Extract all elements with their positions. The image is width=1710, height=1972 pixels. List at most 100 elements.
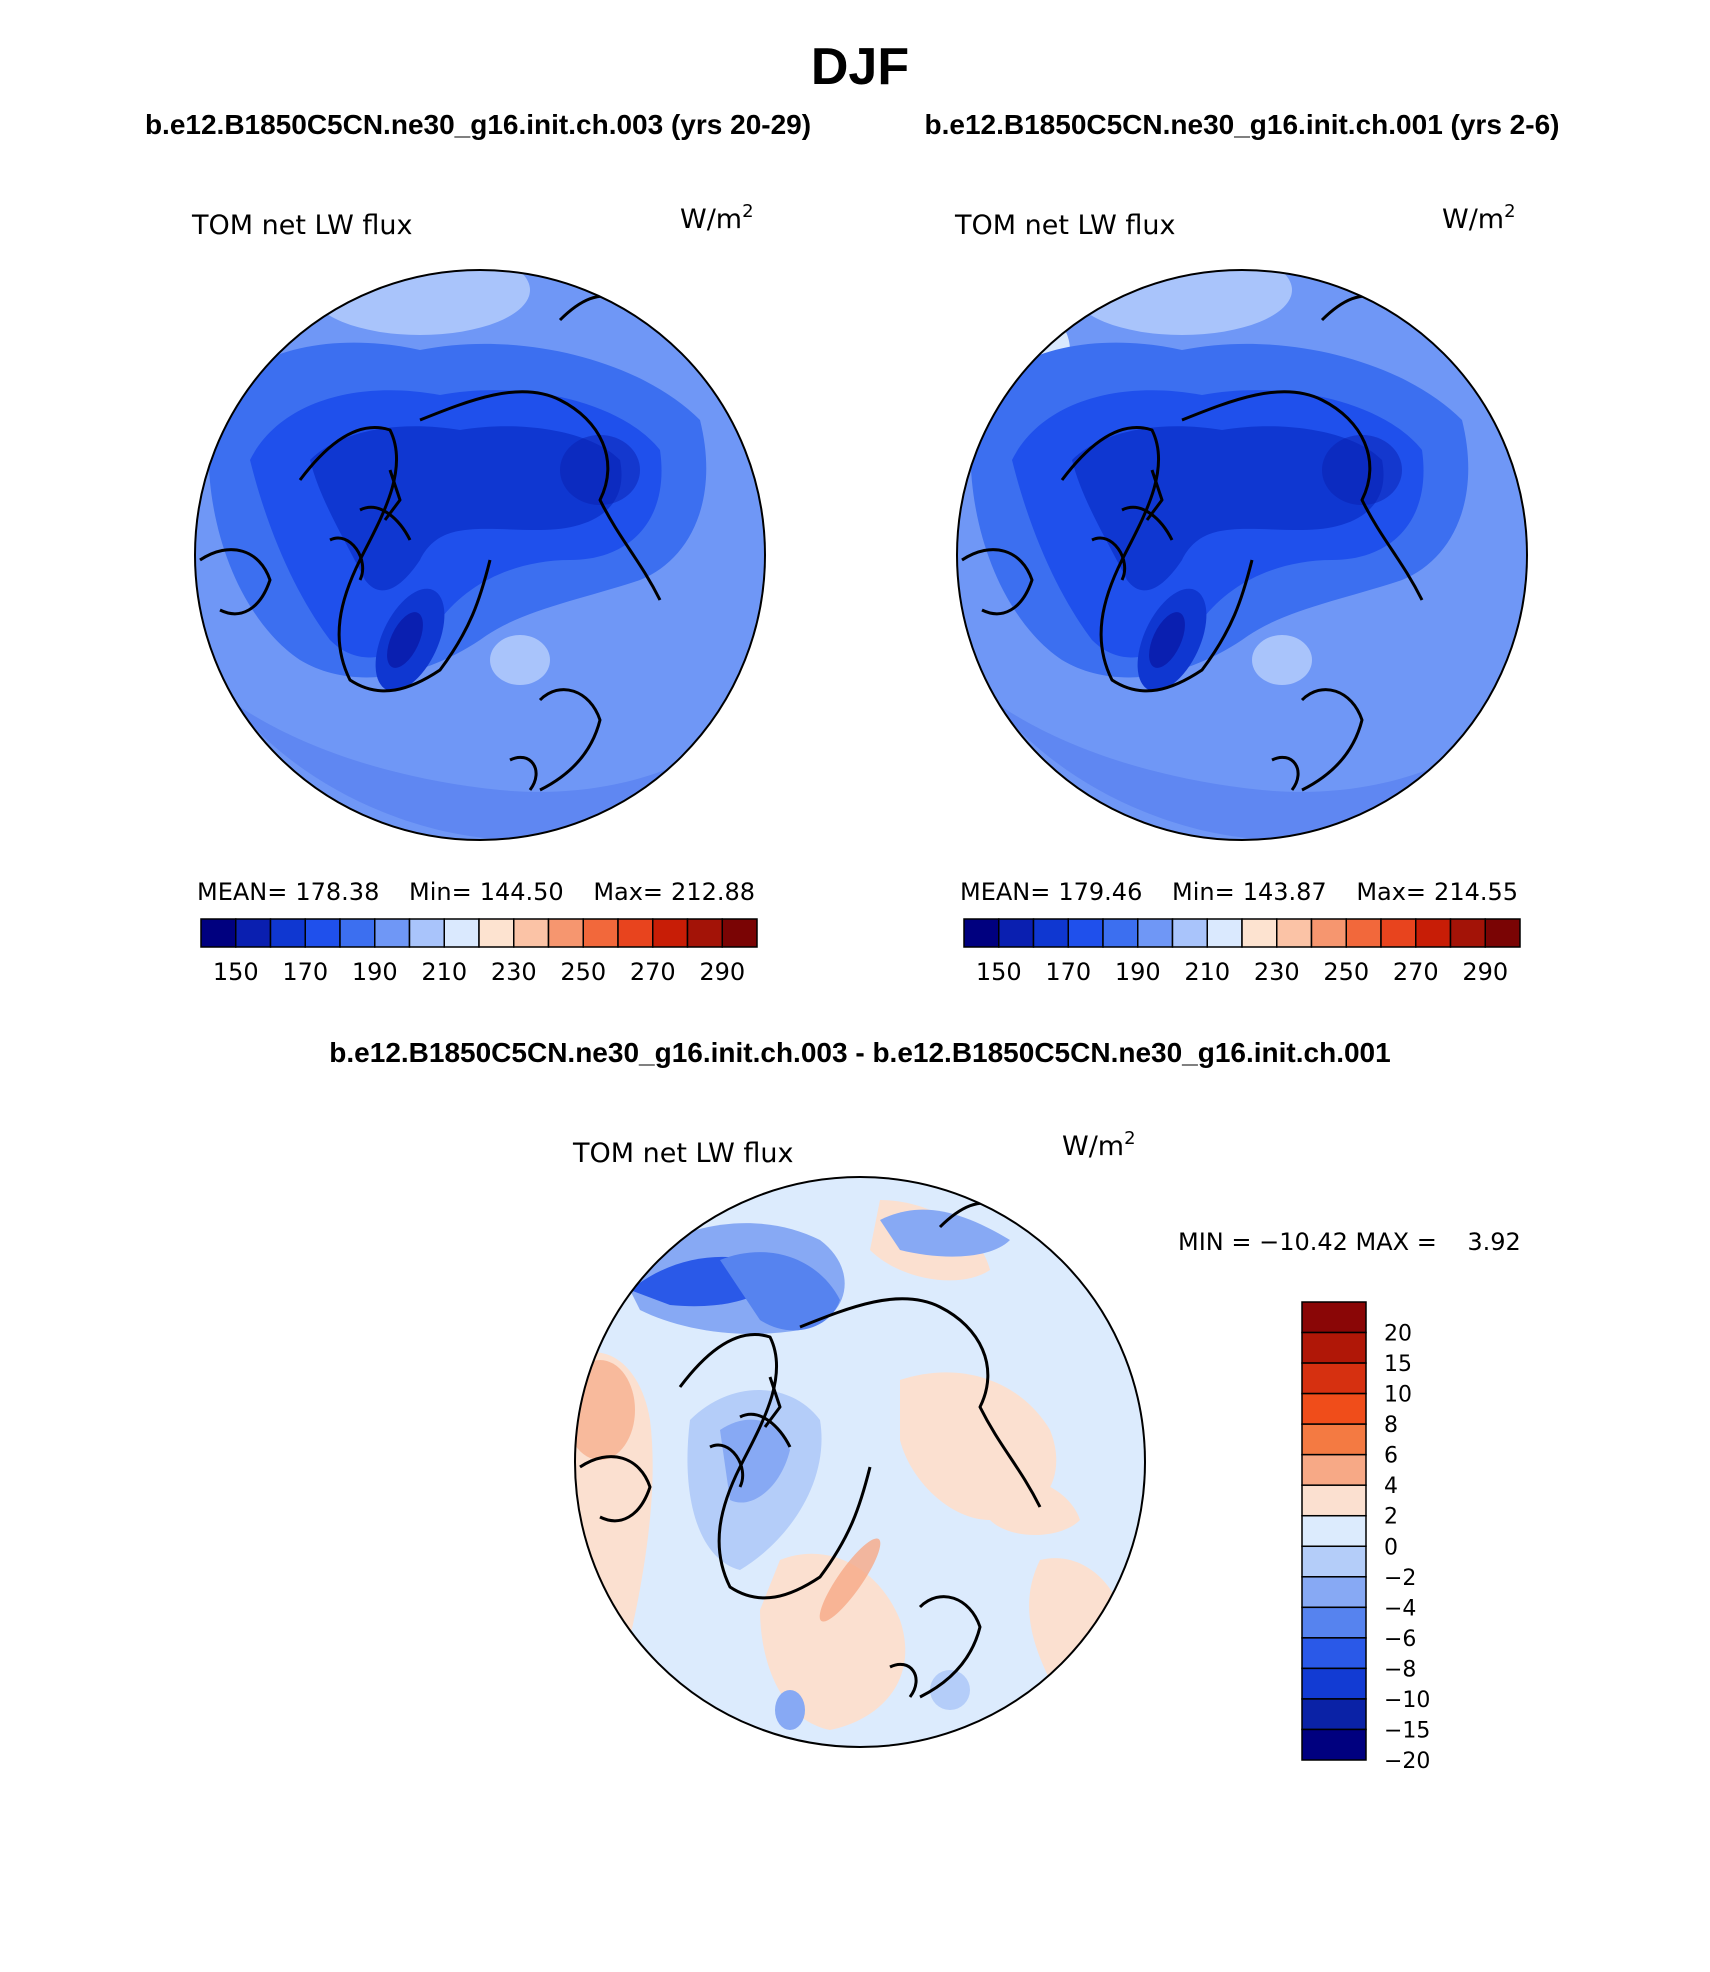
panel-left-map [195,270,765,840]
panel-right-units: W/m2 [1442,201,1516,235]
panel-left-map-border [194,269,766,841]
panel-right-map [957,270,1527,840]
panel-left-colorbar-swatch [617,918,654,948]
panel-left-colorbar-swatch [652,918,689,948]
panel-right-colorbar-swatch [1102,918,1139,948]
panel-diff-colorbar-swatch [1301,1667,1367,1700]
panel-left-colorbar-swatch [200,918,237,948]
panel-diff-colorbar-tick-label: 4 [1384,1474,1398,1499]
panel-right-stats: MEAN= 179.46 Min= 143.87 Max= 214.55 [960,878,1518,906]
panel-left-colorbar-swatch [374,918,411,948]
panel-diff-colorbar-swatch [1301,1484,1367,1517]
panel-right-colorbar-swatch [1449,918,1486,948]
panel-diff-colorbar-swatch [1301,1453,1367,1486]
panel-left-colorbar-swatch [269,918,306,948]
figure-title: DJF [811,38,909,96]
panel-diff-colorbar-swatch [1301,1698,1367,1731]
panel-diff-colorbar-tick-label: −6 [1384,1627,1416,1652]
panel-diff-colorbar-tick-label: −15 [1384,1718,1430,1743]
panel-right-colorbar-tick-label: 230 [1254,958,1300,986]
panel-diff-colorbar-swatch [1301,1728,1367,1761]
panel-left-stats: MEAN= 178.38 Min= 144.50 Max= 212.88 [197,878,755,906]
panel-right-colorbar-swatch [1380,918,1417,948]
panel-diff-colorbar-swatch [1301,1331,1367,1364]
panel-right-colorbar-tick-label: 250 [1323,958,1369,986]
panel-right-colorbar-swatch [1484,918,1521,948]
panel-left-colorbar-tick-label: 210 [421,958,467,986]
panel-right-colorbar-tick-label: 270 [1393,958,1439,986]
panel-diff-colorbar-tick-label: −4 [1384,1596,1416,1621]
panel-left-colorbar-swatch [478,918,515,948]
panel-diff: TOM net LW flux W/m2 MIN = −10.42 MAX = … [572,1128,1521,1774]
panel-left-colorbar-swatch [304,918,341,948]
panel-right-colorbar-swatch [1415,918,1452,948]
panel-diff-colorbar-tick-label: 15 [1384,1352,1412,1377]
panel-right-colorbar-swatch [1171,918,1208,948]
panel-diff-colorbar-swatch [1301,1637,1367,1670]
panel-left-colorbar-swatch [721,918,758,948]
panel-left-colorbar-swatch [513,918,550,948]
panel-right-colorbar-swatch [1310,918,1347,948]
panel-diff-colorbar-swatch [1301,1514,1367,1548]
panel-right-colorbar-swatch [963,918,1000,948]
panel-right: TOM net LW flux W/m2 MEAN= 179.46 [954,201,1528,986]
panel-diff-colorbar-tick-label: 6 [1384,1444,1398,1469]
panel-right-colorbar-tick-label: 190 [1115,958,1161,986]
panel-right-colorbar-swatch [1206,918,1243,948]
panel-diff-map [575,1177,1145,1747]
panel-left-colorbar-swatch [547,918,584,948]
panel-diff-colorbar-tick-label: −8 [1384,1657,1416,1682]
panel-left-coastlines [199,294,662,792]
panel-right-colorbar-swatch [1276,918,1313,948]
panel-left-colorbar-tick-label: 250 [560,958,606,986]
panel-right-colorbar: 150 170 190 210 230 250 270 290 [963,918,1521,986]
panel-right-colorbar-swatch [1241,918,1278,948]
panel-diff-colorbar-swatch [1301,1301,1367,1334]
right-case-title: b.e12.B1850C5CN.ne30_g16.init.ch.001 (yr… [925,109,1560,140]
panel-left-colorbar-tick-label: 230 [491,958,537,986]
panel-diff-colorbar-tick-label: −10 [1384,1688,1430,1713]
panel-right-colorbar-tick-label: 210 [1184,958,1230,986]
panel-diff-colorbar-tick-label: 20 [1384,1322,1412,1347]
panel-diff-colorbar-tick-label: −2 [1384,1566,1416,1591]
panel-left-colorbar-swatch [339,918,376,948]
panel-left-colorbar-tick-label: 170 [282,958,328,986]
panel-diff-colorbar-tick-label: −20 [1384,1749,1430,1774]
panel-diff-colorbar-swatch [1301,1423,1367,1456]
panel-diff-map-border [574,1176,1146,1748]
panel-right-colorbar-swatch [1345,918,1382,948]
panel-left-colorbar-swatch [686,918,723,948]
panel-diff-colorbar-tick-label: 8 [1384,1413,1398,1438]
panel-left-colorbar-swatch [443,918,480,948]
panel-diff-minmax: MIN = −10.42 MAX = 3.92 [1178,1228,1521,1256]
panel-right-colorbar-swatch [1137,918,1174,948]
panel-diff-colorbar-tick-label: 2 [1384,1505,1398,1530]
panel-right-colorbar-tick-label: 170 [1045,958,1091,986]
panel-left-colorbar-tick-label: 150 [213,958,259,986]
panel-diff-colorbar-tick-label: 0 [1384,1535,1398,1560]
panel-left-variable: TOM net LW flux [191,210,412,241]
left-case-title: b.e12.B1850C5CN.ne30_g16.init.ch.003 (yr… [145,109,811,140]
panel-diff-units: W/m2 [1062,1128,1136,1162]
difference-title: b.e12.B1850C5CN.ne30_g16.init.ch.003 - b… [329,1037,1390,1068]
panel-diff-colorbar-tick-label: 10 [1384,1383,1412,1408]
panel-left-units: W/m2 [680,201,754,235]
panel-right-variable: TOM net LW flux [954,210,1175,241]
panel-left: TOM net LW flux W/m2 [191,201,766,986]
panel-diff-colorbar-swatch [1301,1576,1367,1609]
panel-left-colorbar-tick-label: 270 [630,958,676,986]
panel-right-colorbar-tick-label: 150 [976,958,1022,986]
panel-left-colorbar-swatch [582,918,619,948]
panel-diff-colorbar-swatch [1301,1545,1367,1578]
panel-diff-colorbar-swatch [1301,1606,1367,1639]
panel-diff-colorbar-swatch [1301,1362,1367,1395]
panel-left-colorbar-tick-label: 290 [699,958,745,986]
panel-right-colorbar-swatch [998,918,1035,948]
panel-right-colorbar-tick-label: 290 [1462,958,1508,986]
panel-right-colorbar-swatch [1067,918,1104,948]
panel-diff-variable: TOM net LW flux [572,1138,793,1169]
panel-diff-colorbar-swatch [1301,1392,1367,1425]
panel-left-colorbar-tick-label: 190 [352,958,398,986]
panel-right-colorbar-swatch [1032,918,1069,948]
